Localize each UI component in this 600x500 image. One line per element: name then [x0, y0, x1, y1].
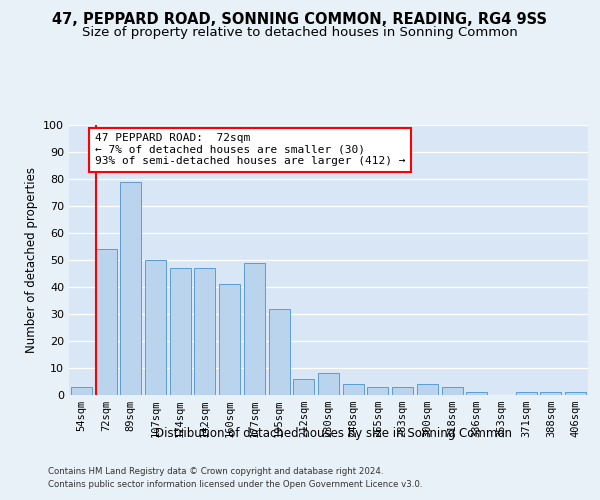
Bar — [219, 284, 240, 395]
Bar — [120, 182, 141, 395]
Y-axis label: Number of detached properties: Number of detached properties — [25, 167, 38, 353]
Bar — [392, 387, 413, 395]
Bar — [367, 387, 388, 395]
Bar — [244, 262, 265, 395]
Bar — [318, 374, 339, 395]
Bar — [269, 308, 290, 395]
Bar — [466, 392, 487, 395]
Bar — [565, 392, 586, 395]
Text: Size of property relative to detached houses in Sonning Common: Size of property relative to detached ho… — [82, 26, 518, 39]
Bar — [516, 392, 537, 395]
Text: Distribution of detached houses by size in Sonning Common: Distribution of detached houses by size … — [155, 428, 512, 440]
Text: 47 PEPPARD ROAD:  72sqm
← 7% of detached houses are smaller (30)
93% of semi-det: 47 PEPPARD ROAD: 72sqm ← 7% of detached … — [95, 133, 406, 166]
Bar — [145, 260, 166, 395]
Bar — [95, 249, 116, 395]
Bar — [293, 379, 314, 395]
Bar — [541, 392, 562, 395]
Bar — [343, 384, 364, 395]
Text: Contains HM Land Registry data © Crown copyright and database right 2024.: Contains HM Land Registry data © Crown c… — [48, 468, 383, 476]
Bar — [194, 268, 215, 395]
Bar — [417, 384, 438, 395]
Bar — [442, 387, 463, 395]
Bar — [71, 387, 92, 395]
Text: Contains public sector information licensed under the Open Government Licence v3: Contains public sector information licen… — [48, 480, 422, 489]
Bar — [170, 268, 191, 395]
Text: 47, PEPPARD ROAD, SONNING COMMON, READING, RG4 9SS: 47, PEPPARD ROAD, SONNING COMMON, READIN… — [53, 12, 548, 28]
